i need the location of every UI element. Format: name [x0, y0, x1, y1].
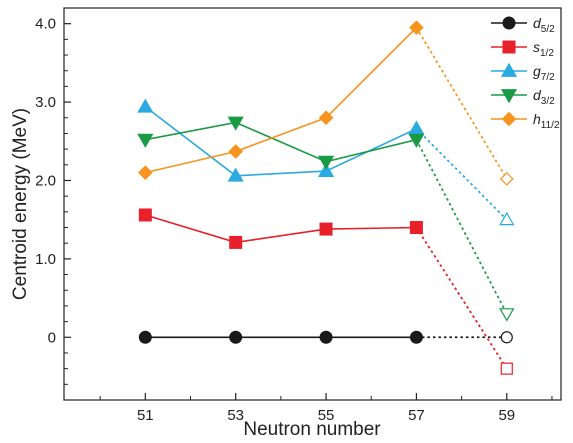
- y-tick-label: 4.0: [35, 16, 56, 33]
- y-tick-label: 3.0: [35, 94, 56, 111]
- legend-item: s1/2: [491, 39, 554, 59]
- series-extrapolation-line: [415, 227, 508, 370]
- legend-label: g7/2: [533, 63, 555, 83]
- data-point: [500, 362, 513, 375]
- data-point: [317, 162, 335, 177]
- data-point: [499, 172, 514, 186]
- series: [137, 116, 515, 322]
- y-axis-title: Centroid energy (MeV): [10, 108, 31, 300]
- data-point: [500, 89, 518, 104]
- x-tick-label: 51: [137, 407, 154, 424]
- data-point: [409, 221, 423, 235]
- data-point: [137, 98, 154, 113]
- series-extrapolation-line: [415, 128, 508, 221]
- axis-ticks: 0 1.0 2.0 3.0 4.0 51 53 55 57 59: [35, 7, 553, 424]
- data-point: [319, 330, 333, 344]
- series-line: [145, 121, 417, 163]
- data-point: [409, 330, 423, 344]
- series-extrapolation-line: [415, 139, 508, 315]
- legend-label: d3/2: [533, 87, 555, 107]
- data-point: [500, 62, 518, 77]
- x-tick-label: 59: [498, 407, 515, 424]
- legend-item: g7/2: [491, 62, 555, 83]
- x-tick-label: 53: [227, 407, 244, 424]
- plot-frame: [63, 7, 562, 401]
- data-point: [138, 165, 153, 180]
- data-point: [138, 208, 152, 222]
- legend-item: h11/2: [491, 111, 560, 131]
- data-point: [227, 116, 244, 131]
- data-point: [409, 20, 424, 35]
- legend-item: d3/2: [491, 87, 555, 107]
- series-line: [145, 27, 417, 174]
- legend-label: s1/2: [533, 39, 554, 59]
- data-point: [502, 16, 516, 30]
- data-point: [408, 133, 425, 148]
- legend-label: h11/2: [533, 111, 560, 131]
- data-point: [229, 330, 243, 344]
- legend: d5/2 s1/2 g7/2 d3/2 h11/2: [491, 15, 560, 131]
- data-point: [317, 155, 335, 170]
- x-tick-label: 57: [408, 407, 425, 424]
- data-point: [319, 222, 333, 236]
- data-point: [502, 40, 516, 54]
- series: [138, 20, 514, 186]
- legend-item: d5/2: [491, 15, 555, 35]
- legend-label: d5/2: [533, 15, 555, 35]
- data-point: [227, 167, 244, 182]
- data-point: [408, 120, 425, 135]
- series-extrapolation-line: [415, 27, 508, 180]
- data-point: [228, 144, 243, 159]
- y-tick-label: 0: [48, 329, 56, 346]
- series-line: [145, 214, 417, 244]
- data-point: [500, 331, 513, 344]
- x-tick-label: 55: [318, 407, 335, 424]
- data-point: [138, 330, 152, 344]
- series: [138, 330, 513, 344]
- series: [138, 208, 513, 375]
- series-layer: [137, 20, 515, 375]
- data-point: [137, 133, 154, 148]
- data-point: [499, 308, 515, 322]
- data-point: [229, 235, 243, 249]
- data-point: [318, 110, 334, 126]
- data-point: [499, 211, 515, 226]
- x-axis-title: Neutron number: [243, 419, 381, 440]
- y-tick-label: 1.0: [35, 251, 56, 268]
- y-tick-label: 2.0: [35, 172, 56, 189]
- data-point: [501, 111, 517, 127]
